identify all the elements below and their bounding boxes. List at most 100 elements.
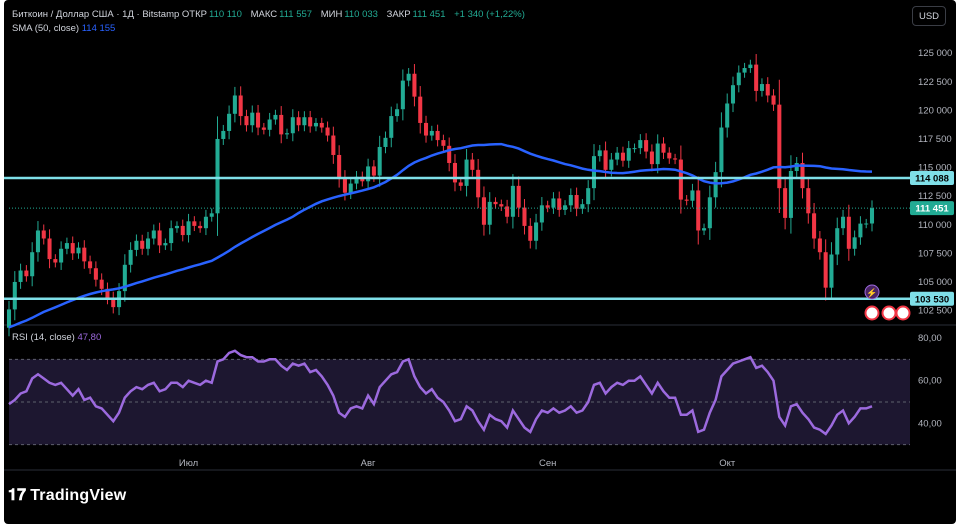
candle-body <box>452 162 458 183</box>
candle <box>707 185 712 240</box>
candle <box>591 144 597 201</box>
candle-body <box>673 158 678 160</box>
candle-body <box>783 188 788 218</box>
candle-body <box>47 238 52 260</box>
candle-body <box>354 176 359 184</box>
time-axis-tick: Авг <box>361 458 376 469</box>
candle <box>53 254 58 268</box>
candle <box>794 156 799 177</box>
rsi-axis-tick: 40,00 <box>918 418 942 429</box>
candle-body <box>180 225 185 236</box>
candle-body <box>574 195 579 209</box>
rsi-axis-tick: 80,00 <box>918 333 942 344</box>
candle-body <box>371 166 376 176</box>
sma-legend[interactable]: SMA (50, close) 114 155 <box>12 23 115 34</box>
us-flag-event-icon <box>864 305 880 321</box>
candle-body <box>6 309 12 328</box>
candle-body <box>858 223 863 238</box>
candle <box>736 65 741 93</box>
candle <box>348 177 353 200</box>
candle <box>290 109 295 142</box>
candle <box>528 218 533 249</box>
candle <box>111 291 116 314</box>
candle-body <box>458 182 463 186</box>
candle-body <box>812 213 817 239</box>
candle-body <box>632 148 637 150</box>
candle <box>163 238 168 250</box>
candle <box>673 153 678 165</box>
candle <box>273 109 278 125</box>
candle <box>418 86 423 134</box>
candle <box>481 186 486 236</box>
candle <box>122 254 127 302</box>
candle-body <box>163 243 168 246</box>
candle-body <box>638 140 643 149</box>
candle-body <box>418 96 423 123</box>
price-axis-tick: 115 000 <box>918 163 952 174</box>
last-price-label: 111 451 <box>915 204 949 215</box>
time-axis-tick: Сен <box>539 458 556 469</box>
candle <box>835 217 840 266</box>
candle <box>823 239 828 301</box>
candle <box>30 242 35 287</box>
ohlc-high: МАКС 111 557 <box>250 9 313 20</box>
candle <box>759 78 764 97</box>
candle <box>846 204 851 261</box>
candle-body <box>105 288 110 298</box>
candle-body <box>655 143 660 165</box>
candle <box>476 158 481 209</box>
candle <box>296 111 301 132</box>
candle-body <box>232 95 237 114</box>
candle <box>638 134 643 155</box>
candle <box>354 170 359 190</box>
candle-body <box>771 95 776 105</box>
candle-body <box>690 190 695 201</box>
candle-body <box>794 162 799 171</box>
symbol-legend: Биткоин / Доллар США · 1Д · Bitstamp ОТК… <box>12 9 531 20</box>
rsi-value: 47,80 <box>77 332 102 343</box>
candle <box>215 116 220 236</box>
candle <box>221 124 226 145</box>
candle-body <box>35 230 40 253</box>
candle <box>545 200 550 213</box>
sma-label: SMA (50, close) <box>12 23 80 34</box>
candle-body <box>308 117 313 127</box>
candle <box>534 213 539 250</box>
candle-body <box>539 205 544 223</box>
candle <box>12 271 17 321</box>
candle-body <box>140 240 145 249</box>
candle-body <box>777 104 782 189</box>
candle-body <box>59 248 64 263</box>
candle-body <box>464 159 469 186</box>
candle <box>24 265 29 282</box>
candle-body <box>128 249 133 265</box>
candle-body <box>221 130 226 139</box>
candle-body <box>279 114 284 135</box>
rsi-legend[interactable]: RSI (14, close) 47,80 <box>12 332 101 343</box>
candle <box>244 109 249 132</box>
candle-body <box>186 221 191 236</box>
candle-body <box>603 150 608 170</box>
candle <box>812 203 817 249</box>
candle-body <box>481 197 486 225</box>
candle-body <box>562 205 568 210</box>
candle <box>174 221 179 233</box>
candle-body <box>823 252 828 288</box>
currency-button[interactable]: USD <box>912 6 946 26</box>
candle <box>447 137 452 172</box>
candle <box>661 137 666 159</box>
candle <box>858 216 863 245</box>
level-price-label-bg <box>910 170 954 185</box>
candle-body <box>377 146 382 176</box>
candle <box>557 191 562 217</box>
candle <box>366 158 371 190</box>
candle <box>169 220 174 251</box>
candle <box>852 230 857 256</box>
candle-body <box>88 261 93 269</box>
candle <box>389 106 394 148</box>
candle <box>151 224 156 245</box>
candle-body <box>192 221 197 226</box>
tradingview-brand[interactable]: 𝟏𝟕 TradingView <box>8 487 126 505</box>
candle <box>458 177 463 191</box>
